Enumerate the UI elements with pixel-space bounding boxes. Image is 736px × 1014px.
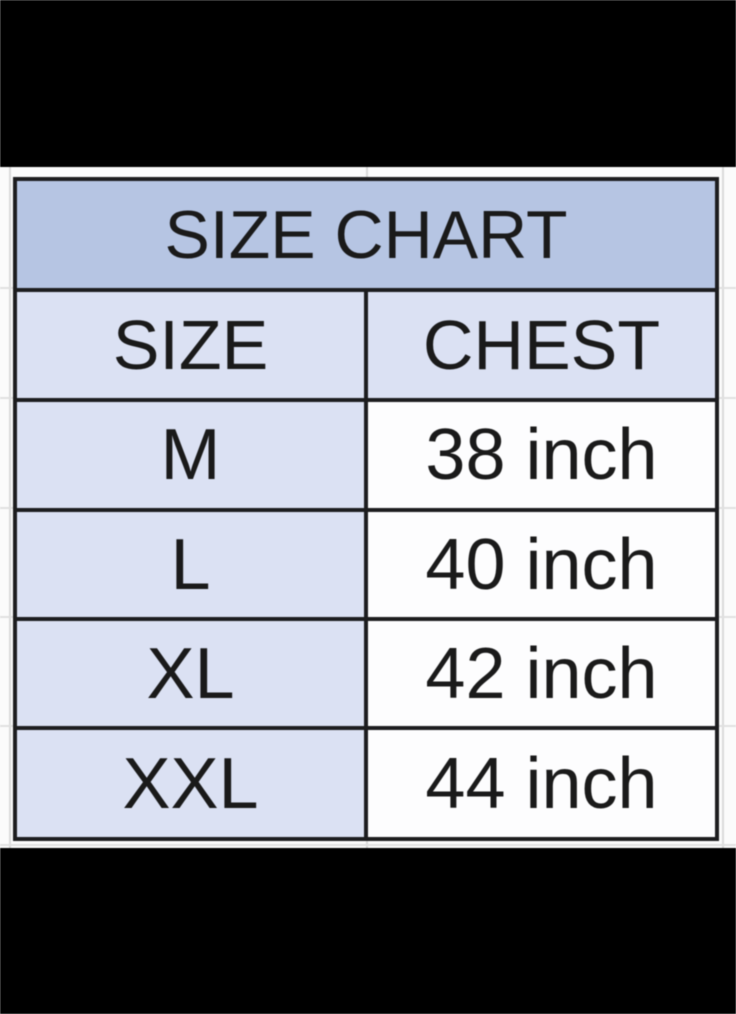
table-row: M 38 inch — [13, 398, 719, 512]
chest-cell: 42 inch — [364, 617, 719, 730]
table-row: XXL 44 inch — [13, 726, 719, 841]
size-cell: XL — [13, 617, 368, 730]
table-row: XL 42 inch — [13, 617, 719, 730]
column-header-size: SIZE — [13, 288, 368, 402]
table-title: SIZE CHART — [13, 177, 719, 292]
table-row: L 40 inch — [13, 508, 719, 621]
size-cell: M — [13, 398, 368, 512]
sheet-gridline-horizontal — [0, 844, 736, 846]
size-cell: L — [13, 508, 368, 621]
size-chart-table: SIZE CHART SIZE CHEST M 38 inch L 40 inc… — [13, 177, 719, 841]
letterbox-top-bar — [0, 0, 736, 167]
chest-cell: 38 inch — [364, 398, 719, 512]
column-header-chest: CHEST — [364, 288, 719, 402]
chest-cell: 40 inch — [364, 508, 719, 621]
letterbox-bottom-bar — [0, 848, 736, 1014]
title-row: SIZE CHART — [13, 177, 719, 292]
header-row: SIZE CHEST — [13, 288, 719, 402]
size-cell: XXL — [13, 726, 368, 841]
chest-cell: 44 inch — [364, 726, 719, 841]
